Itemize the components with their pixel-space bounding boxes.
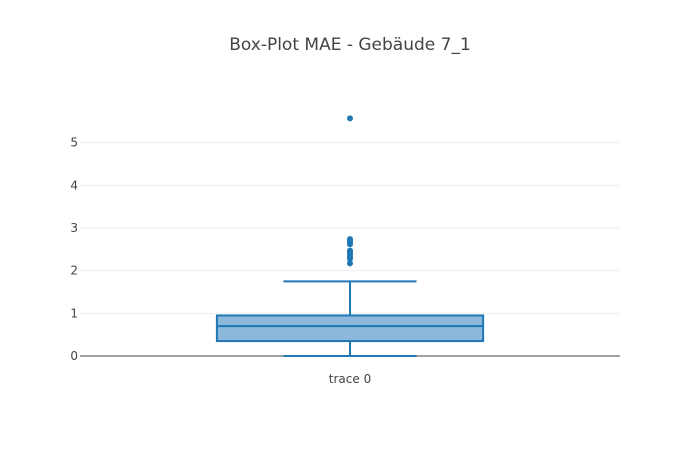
- x-axis-ticks: trace 0: [329, 372, 371, 386]
- outlier-point: [347, 247, 353, 254]
- gridlines: [80, 142, 620, 357]
- outlier-point: [347, 115, 353, 122]
- y-tick-label: 4: [70, 178, 78, 192]
- y-axis-ticks: 0 1 2 3 4 5: [70, 136, 78, 363]
- y-tick-label: 2: [70, 264, 78, 278]
- iqr-box: [215, 314, 485, 343]
- y-tick-label: 5: [70, 136, 78, 150]
- outlier-point: [347, 236, 353, 243]
- chart-title: Box-Plot MAE - Gebäude 7_1: [229, 35, 471, 55]
- box-trace: [215, 115, 485, 357]
- outlier-point: [347, 260, 353, 267]
- y-tick-label: 3: [70, 221, 78, 235]
- x-tick-label: trace 0: [329, 372, 371, 386]
- y-tick-label: 1: [70, 306, 78, 320]
- y-tick-label: 0: [70, 349, 78, 363]
